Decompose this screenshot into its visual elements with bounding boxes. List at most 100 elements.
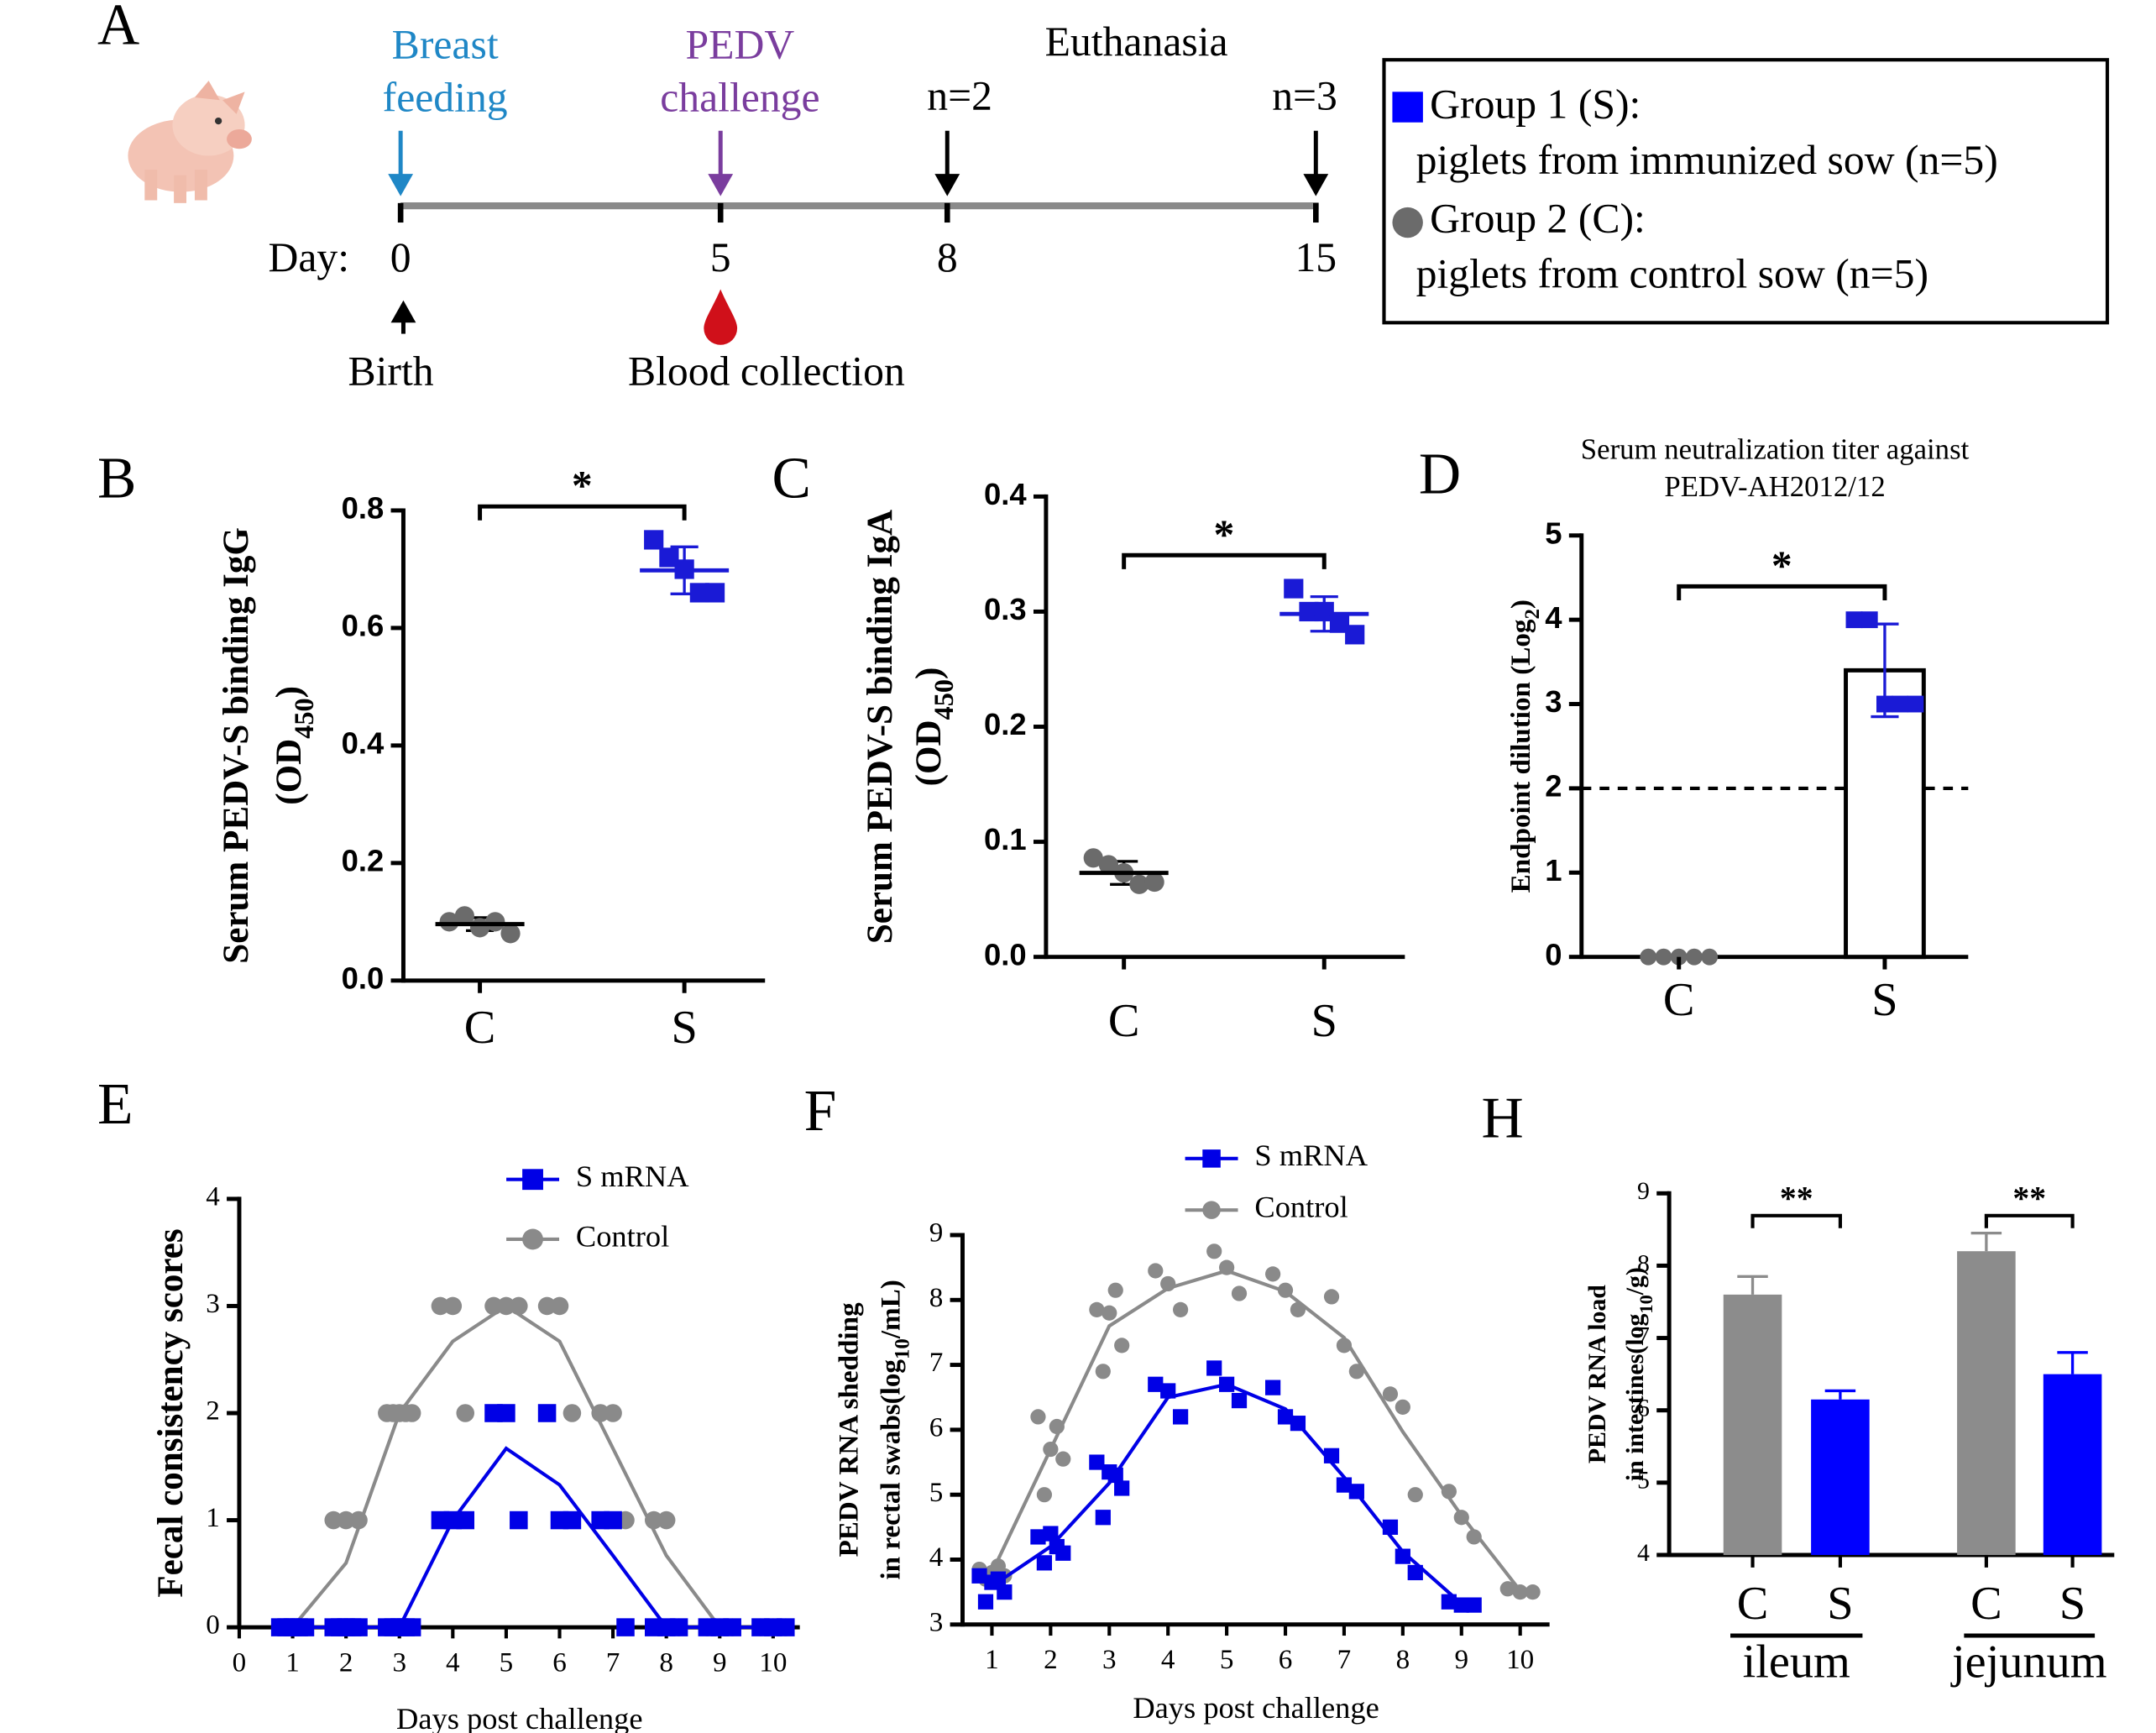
data-point bbox=[343, 1618, 362, 1636]
series-line bbox=[991, 1382, 1463, 1605]
y-axis-label-part: 10 bbox=[1635, 1295, 1656, 1313]
y-axis-label-part: ) bbox=[1505, 599, 1536, 609]
y-tick-label: 0.4 bbox=[984, 477, 1027, 511]
legend-label: Control bbox=[576, 1219, 669, 1253]
panel-label: C bbox=[772, 446, 811, 510]
data-point bbox=[497, 1404, 515, 1422]
x-tick-label: 7 bbox=[606, 1647, 620, 1678]
x-tick-label: 4 bbox=[446, 1647, 460, 1678]
x-tick-label: 5 bbox=[1220, 1644, 1234, 1675]
significance-label: * bbox=[572, 463, 593, 509]
data-point bbox=[1407, 1564, 1423, 1581]
data-point bbox=[1218, 1376, 1235, 1392]
y-tick-label: 6 bbox=[1637, 1395, 1650, 1422]
data-point bbox=[1290, 1416, 1306, 1432]
y-tick-label: 0 bbox=[1545, 937, 1562, 971]
y-tick-label: 3 bbox=[206, 1288, 220, 1319]
blood-drop bbox=[704, 289, 738, 345]
data-point bbox=[1395, 1548, 1410, 1564]
data-point bbox=[723, 1618, 741, 1636]
y-axis-label: PEDV RNA shedding bbox=[834, 1302, 865, 1558]
data-point bbox=[1206, 1360, 1222, 1376]
y-tick-label: 0.0 bbox=[984, 937, 1027, 971]
data-point bbox=[604, 1404, 622, 1422]
data-point bbox=[1348, 1484, 1364, 1500]
x-tick-label: 8 bbox=[1396, 1644, 1410, 1675]
x-axis-label: Days post challenge bbox=[396, 1702, 642, 1733]
data-point bbox=[1686, 948, 1703, 966]
data-point bbox=[1512, 1584, 1528, 1600]
event-label: feeding bbox=[383, 74, 508, 120]
data-point bbox=[1336, 1477, 1353, 1493]
data-point bbox=[1499, 1581, 1515, 1597]
x-tick-label: C bbox=[1970, 1578, 2002, 1630]
data-point bbox=[1701, 948, 1719, 966]
day-number: 8 bbox=[937, 234, 958, 280]
legend-label: S mRNA bbox=[576, 1160, 689, 1193]
data-point bbox=[1160, 1383, 1176, 1399]
y-tick-label: 5 bbox=[1637, 1467, 1650, 1495]
x-tick-label: 10 bbox=[759, 1647, 787, 1678]
legend-marker bbox=[522, 1228, 543, 1250]
data-point bbox=[396, 1618, 415, 1636]
y-axis-label-part: in rectal swabs(log bbox=[875, 1359, 906, 1580]
data-point bbox=[990, 1571, 1007, 1587]
legend-text: Group 1 (S): bbox=[1430, 81, 1641, 128]
data-point bbox=[1277, 1282, 1294, 1298]
y-tick-label: 8 bbox=[929, 1282, 944, 1313]
chart-title: Serum neutralization titer against bbox=[1581, 432, 1970, 465]
data-point bbox=[1382, 1519, 1399, 1535]
day-label: Day: bbox=[269, 234, 350, 280]
data-point bbox=[1231, 1392, 1248, 1409]
data-point bbox=[1055, 1451, 1071, 1467]
event-label: Breast bbox=[392, 21, 499, 67]
data-point bbox=[500, 924, 521, 944]
y-tick-label: 8 bbox=[1637, 1249, 1650, 1277]
x-tick-label: 2 bbox=[1044, 1644, 1058, 1675]
data-point bbox=[550, 1296, 569, 1316]
data-point bbox=[704, 583, 725, 603]
y-tick-label: 9 bbox=[929, 1217, 944, 1249]
data-point bbox=[1441, 1594, 1457, 1610]
data-point bbox=[1299, 601, 1319, 622]
legend-marker bbox=[1392, 92, 1423, 123]
y-axis-label: Serum PEDV-S binding IgA bbox=[861, 510, 900, 944]
legend-box bbox=[1382, 58, 2110, 325]
legend-marker bbox=[522, 1169, 543, 1191]
data-point bbox=[1655, 948, 1672, 966]
y-axis-label: in rectal swabs(log10/mL) bbox=[875, 1280, 914, 1579]
y-tick-label: 9 bbox=[1637, 1177, 1650, 1205]
event-arrow-head bbox=[934, 174, 960, 196]
y-tick-label: 0.6 bbox=[342, 609, 385, 643]
data-point bbox=[1323, 1448, 1340, 1463]
data-point bbox=[1030, 1409, 1046, 1425]
y-axis-label-part: (OD bbox=[909, 720, 949, 786]
event-arrow-head bbox=[388, 174, 414, 196]
significance-label: ** bbox=[1780, 1180, 1813, 1217]
data-point bbox=[456, 1404, 474, 1422]
data-point bbox=[485, 912, 505, 932]
data-point bbox=[1107, 1282, 1123, 1298]
panel-label: D bbox=[1419, 442, 1461, 506]
data-point bbox=[1049, 1538, 1065, 1555]
y-tick-label: 7 bbox=[929, 1347, 944, 1378]
x-tick-label: C bbox=[1663, 974, 1695, 1026]
data-point bbox=[971, 1568, 987, 1584]
y-tick-label: 0.2 bbox=[342, 843, 385, 877]
bar bbox=[2043, 1374, 2102, 1555]
data-point bbox=[1466, 1529, 1482, 1545]
significance-bar bbox=[1750, 1213, 1842, 1228]
y-tick-label: 5 bbox=[929, 1477, 944, 1508]
x-tick-label: 7 bbox=[1337, 1644, 1352, 1675]
data-point bbox=[1206, 1243, 1222, 1259]
x-tick-label: 4 bbox=[1161, 1644, 1175, 1675]
x-tick-label: C bbox=[1108, 995, 1140, 1047]
group-label: jejunum bbox=[1950, 1636, 2107, 1688]
data-point bbox=[1098, 855, 1119, 875]
event-label: n=2 bbox=[927, 73, 992, 119]
data-point bbox=[1525, 1584, 1541, 1600]
euthanasia-label: Euthanasia bbox=[1045, 18, 1228, 65]
y-axis-label: Serum PEDV-S binding IgG bbox=[217, 527, 256, 964]
x-tick-label: S bbox=[2059, 1578, 2085, 1630]
